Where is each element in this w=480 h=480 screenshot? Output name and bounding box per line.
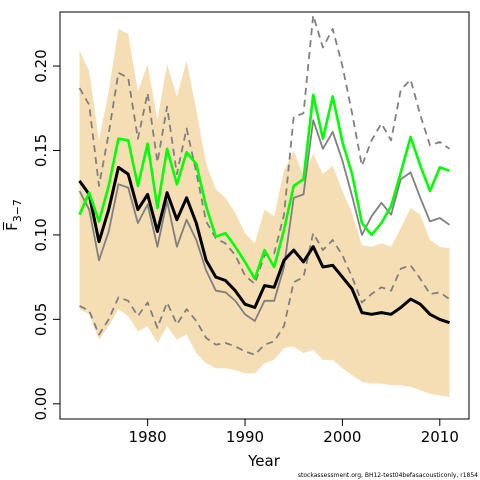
y-tick-label: 0.10 (32, 218, 50, 251)
y-tick-label: 0.20 (32, 49, 50, 82)
y-axis-label: F̅3−7 (2, 199, 24, 231)
x-axis: 1980 1990 2000 2010 (129, 418, 459, 446)
x-tick-label: 1980 (129, 428, 167, 446)
y-axis-label-main: F̅ (2, 221, 21, 231)
confidence-band (79, 28, 450, 398)
y-axis-label-sub: 3−7 (11, 199, 24, 222)
series-line-gray-dashed-lower (79, 232, 451, 356)
series-line-gray-dashed-upper (78, 14, 451, 285)
plot-area (78, 14, 451, 398)
y-tick-label: 0.15 (32, 134, 50, 167)
y-axis: 0.00 0.05 0.10 0.15 0.20 (32, 49, 61, 421)
x-tick-label: 2000 (323, 428, 361, 446)
y-tick-label: 0.05 (32, 303, 50, 336)
series-line-green (78, 93, 450, 281)
x-tick-label: 1990 (226, 428, 264, 446)
series-line-estimate (78, 165, 450, 325)
y-tick-label: 0.00 (32, 387, 50, 420)
x-axis-label: Year (247, 452, 281, 470)
footnote: stockassessment.org, BH12-test04befasaco… (298, 472, 478, 479)
x-tick-label: 2010 (421, 428, 459, 446)
svg-text:F̅3−7: F̅3−7 (2, 199, 24, 231)
